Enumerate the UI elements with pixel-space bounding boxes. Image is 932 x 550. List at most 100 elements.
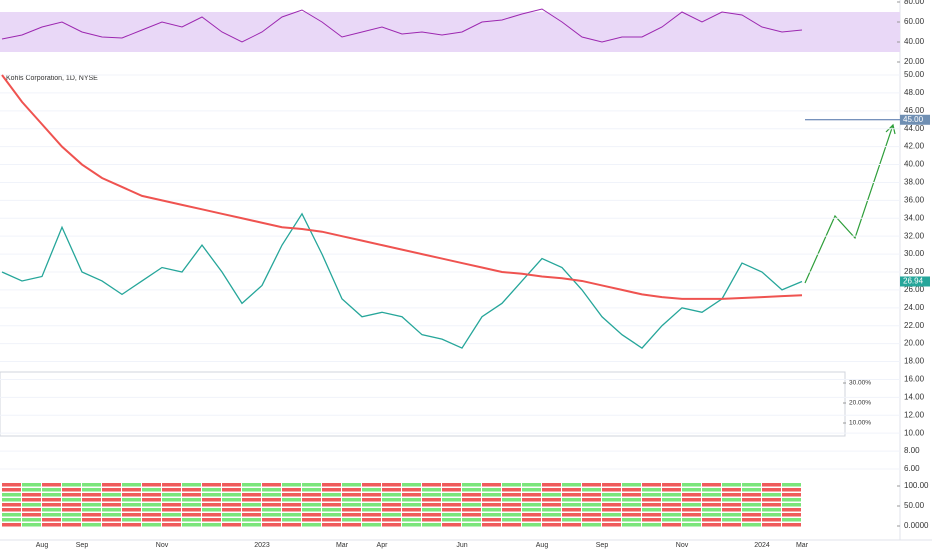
heat-cell <box>142 498 161 502</box>
heat-cell <box>422 483 441 487</box>
y-tick-label: 14.00 <box>904 392 925 401</box>
heat-cell <box>582 523 601 527</box>
heat-cell <box>762 493 781 497</box>
heat-cell <box>102 493 121 497</box>
pct-tick-label: 20.00% <box>849 400 871 407</box>
heat-cell <box>162 498 181 502</box>
heat-cell <box>302 503 321 507</box>
heat-cell <box>382 493 401 497</box>
heat-cell <box>42 503 61 507</box>
heat-cell <box>222 513 241 517</box>
heat-cell <box>462 503 481 507</box>
heat-cell <box>282 518 301 522</box>
heat-cell <box>442 513 461 517</box>
heat-cell <box>162 513 181 517</box>
heat-cell <box>282 503 301 507</box>
heat-cell <box>242 493 261 497</box>
heat-cell <box>322 483 341 487</box>
heat-cell <box>722 513 741 517</box>
heat-cell <box>742 483 761 487</box>
heat-cell <box>82 498 101 502</box>
heat-cell <box>62 493 81 497</box>
heat-cell <box>362 523 381 527</box>
heat-cell <box>582 503 601 507</box>
heat-cell <box>642 488 661 492</box>
heat-cell <box>442 523 461 527</box>
heat-cell <box>162 518 181 522</box>
y-tick-label: 30.00 <box>904 249 925 258</box>
y-tick-label: 32.00 <box>904 231 925 240</box>
heat-cell <box>562 503 581 507</box>
heat-cell <box>782 498 801 502</box>
heat-cell <box>422 488 441 492</box>
heat-cell <box>362 483 381 487</box>
x-tick-label: 2024 <box>754 542 770 549</box>
heat-cell <box>102 503 121 507</box>
heat-cell <box>142 493 161 497</box>
heat-cell <box>522 503 541 507</box>
heat-cell <box>142 488 161 492</box>
heat-cell <box>662 483 681 487</box>
heat-cell <box>222 508 241 512</box>
heat-cell <box>2 488 21 492</box>
heat-cell <box>762 498 781 502</box>
heat-cell <box>422 503 441 507</box>
heat-cell <box>202 503 221 507</box>
heat-cell <box>562 483 581 487</box>
heat-cell <box>762 483 781 487</box>
heat-cell <box>382 513 401 517</box>
heat-cell <box>302 488 321 492</box>
x-tick-label: Apr <box>377 542 389 549</box>
heat-cell <box>22 518 41 522</box>
heat-cell <box>602 518 621 522</box>
heat-cell <box>442 518 461 522</box>
heat-cell <box>722 488 741 492</box>
heat-cell <box>102 508 121 512</box>
heat-cell <box>522 498 541 502</box>
heat-cell <box>442 488 461 492</box>
heat-cell <box>242 483 261 487</box>
heat-cell <box>102 513 121 517</box>
heat-cell <box>402 493 421 497</box>
heat-cell <box>102 518 121 522</box>
heat-cell <box>402 523 421 527</box>
heat-cell <box>62 518 81 522</box>
heat-cell <box>722 498 741 502</box>
heat-cell <box>222 523 241 527</box>
heat-cell <box>482 523 501 527</box>
heat-cell <box>62 503 81 507</box>
heat-cell <box>22 488 41 492</box>
y-tick-label: 18.00 <box>904 357 925 366</box>
heat-cell <box>362 488 381 492</box>
heat-cell <box>302 493 321 497</box>
heat-cell <box>42 513 61 517</box>
heat-cell <box>382 508 401 512</box>
heat-cell <box>742 523 761 527</box>
y-tick-label: 42.00 <box>904 142 925 151</box>
heat-cell <box>542 488 561 492</box>
heat-cell <box>182 498 201 502</box>
pct-tick-label: 10.00% <box>849 420 871 427</box>
y-tick-label: 46.00 <box>904 106 925 115</box>
heat-cell <box>422 523 441 527</box>
heat-cell <box>782 508 801 512</box>
heat-cell <box>762 518 781 522</box>
heat-cell <box>602 493 621 497</box>
heat-cell <box>682 483 701 487</box>
heat-cell <box>242 498 261 502</box>
heat-cell <box>502 498 521 502</box>
heat-cell <box>282 493 301 497</box>
heat-cell <box>222 498 241 502</box>
heat-cell <box>242 503 261 507</box>
heat-cell <box>82 503 101 507</box>
heat-cell <box>462 513 481 517</box>
heat-cell <box>742 498 761 502</box>
heat-cell <box>422 498 441 502</box>
heat-cell <box>202 493 221 497</box>
heat-cell <box>2 503 21 507</box>
heat-cell <box>182 523 201 527</box>
heat-cell <box>262 493 281 497</box>
heat-cell <box>502 508 521 512</box>
